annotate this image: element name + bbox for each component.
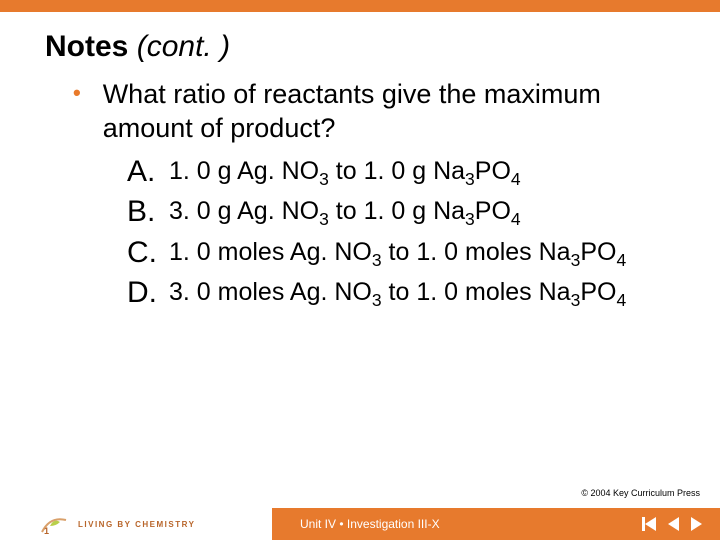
option-letter: B. [127,192,163,233]
copyright-text: © 2004 Key Curriculum Press [581,488,700,498]
slide-title: Notes (cont. ) [45,30,675,64]
bullet-dot-icon: • [73,78,81,108]
option-letter: C. [127,233,163,274]
nav-controls [642,517,702,531]
option-letter: D. [127,273,163,314]
nav-first-button[interactable] [642,517,656,531]
top-accent-bar [0,0,720,12]
title-bold: Notes [45,30,128,63]
option-text: 3. 0 moles Ag. NO3 to 1. 0 moles Na3PO4 [169,273,626,313]
nav-next-button[interactable] [691,517,702,531]
logo-text: LIVING BY CHEMISTRY [78,520,195,529]
option-row: C.1. 0 moles Ag. NO3 to 1. 0 moles Na3PO… [127,233,675,274]
option-row: D.3. 0 moles Ag. NO3 to 1. 0 moles Na3PO… [127,273,675,314]
unit-label: Unit IV • Investigation III-X [300,517,440,531]
option-text: 1. 0 moles Ag. NO3 to 1. 0 moles Na3PO4 [169,233,626,273]
svg-text:1: 1 [44,526,49,536]
title-italic: (cont. ) [137,30,230,63]
bullet-item: • What ratio of reactants give the maxim… [73,78,675,146]
footer-left: 1 LIVING BY CHEMISTRY [0,508,272,540]
option-letter: A. [127,152,163,193]
option-row: A.1. 0 g Ag. NO3 to 1. 0 g Na3PO4 [127,152,675,193]
slide-content: Notes (cont. ) • What ratio of reactants… [0,12,720,314]
question-text: What ratio of reactants give the maximum… [103,78,675,146]
option-text: 3. 0 g Ag. NO3 to 1. 0 g Na3PO4 [169,192,521,232]
footer-right: Unit IV • Investigation III-X [272,508,720,540]
options-list: A.1. 0 g Ag. NO3 to 1. 0 g Na3PO4B.3. 0 … [127,152,675,314]
footer: 1 LIVING BY CHEMISTRY Unit IV • Investig… [0,508,720,540]
nav-prev-button[interactable] [668,517,679,531]
logo-icon: 1 [40,512,68,536]
option-text: 1. 0 g Ag. NO3 to 1. 0 g Na3PO4 [169,152,521,192]
option-row: B.3. 0 g Ag. NO3 to 1. 0 g Na3PO4 [127,192,675,233]
